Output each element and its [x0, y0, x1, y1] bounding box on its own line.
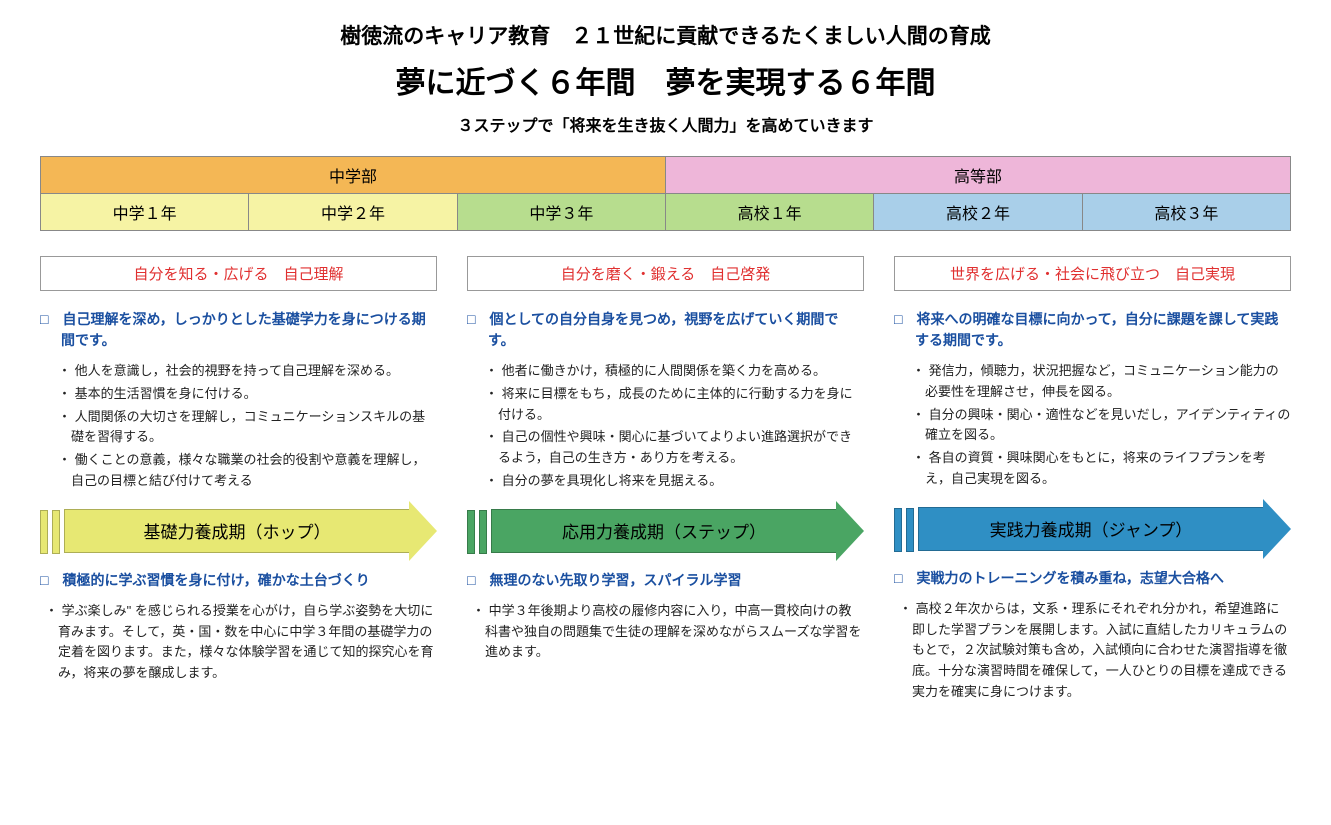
arrow-body: 基礎力養成期（ホップ）: [64, 509, 409, 553]
arrow-head-icon: [1263, 499, 1291, 559]
bullet-item: 他者に働きかけ，積極的に人間関係を築く力を高める。: [485, 361, 864, 382]
year-row: 中学１年 中学２年 中学３年 高校１年 高校２年 高校３年: [41, 194, 1291, 231]
bullet-item: 将来に目標をもち，成長のために主体的に行動する力を身に付ける。: [485, 384, 864, 426]
column-2: 自分を磨く・鍛える 自己啓発個としての自分自身を見つめ，視野を広げていく期間です…: [467, 256, 864, 703]
bullet-item: 各自の資質・興味関心をもとに，将来のライフプランを考え，自己実現を図る。: [912, 448, 1291, 490]
year-cell: 中学１年: [41, 194, 249, 231]
bullet-list: 他者に働きかけ，積極的に人間関係を築く力を高める。将来に目標をもち，成長のために…: [467, 361, 864, 492]
arrow-label: 基礎力養成期（ホップ）: [144, 518, 331, 543]
intro-title: 個としての自分自身を見つめ，視野を広げていく期間です。: [467, 309, 864, 351]
stage-box: 自分を知る・広げる 自己理解: [40, 256, 437, 291]
arrow-tail: [467, 510, 491, 552]
year-cell: 高校１年: [665, 194, 873, 231]
phase-arrow: 応用力養成期（ステップ）: [467, 510, 864, 552]
bullet-item: 人間関係の大切さを理解し，コミュニケーションスキルの基礎を習得する。: [58, 407, 437, 449]
column-3: 世界を広げる・社会に飛び立つ 自己実現将来への明確な目標に向かって，自分に課題を…: [894, 256, 1291, 703]
stage-box: 自分を磨く・鍛える 自己啓発: [467, 256, 864, 291]
sub-body: 高校２年次からは，文系・理系にそれぞれ分かれ，希望進路に即した学習プランを展開し…: [894, 599, 1291, 703]
header: 樹徳流のキャリア教育 ２１世紀に貢献できるたくましい人間の育成 夢に近づく６年間…: [40, 20, 1291, 136]
arrow-tail: [894, 508, 918, 550]
columns: 自分を知る・広げる 自己理解自己理解を深め，しっかりとした基礎学力を身につける期…: [40, 256, 1291, 703]
division-senior: 高等部: [665, 157, 1290, 194]
phase-arrow: 基礎力養成期（ホップ）: [40, 510, 437, 552]
arrow-body: 応用力養成期（ステップ）: [491, 509, 836, 553]
division-junior: 中学部: [41, 157, 666, 194]
sub-title: 実戦力のトレーニングを積み重ね，志望大合格へ: [894, 568, 1291, 589]
schedule-table: 中学部 高等部 中学１年 中学２年 中学３年 高校１年 高校２年 高校３年: [40, 156, 1291, 231]
title-line-3: ３ステップで「将来を生き抜く人間力」を高めていきます: [40, 112, 1291, 136]
column-1: 自分を知る・広げる 自己理解自己理解を深め，しっかりとした基礎学力を身につける期…: [40, 256, 437, 703]
intro-title: 自己理解を深め，しっかりとした基礎学力を身につける期間です。: [40, 309, 437, 351]
arrow-tail: [40, 510, 64, 552]
title-line-1: 樹徳流のキャリア教育 ２１世紀に貢献できるたくましい人間の育成: [40, 20, 1291, 50]
arrow-head-icon: [836, 501, 864, 561]
bullet-item: 自分の夢を具現化し将来を見据える。: [485, 471, 864, 492]
arrow-head-icon: [409, 501, 437, 561]
year-cell: 高校２年: [874, 194, 1082, 231]
bullet-item: 他人を意識し，社会的視野を持って自己理解を深める。: [58, 361, 437, 382]
stage-box: 世界を広げる・社会に飛び立つ 自己実現: [894, 256, 1291, 291]
bullet-item: 働くことの意義，様々な職業の社会的役割や意義を理解し，自己の目標と結び付けて考え…: [58, 450, 437, 492]
arrow-body: 実践力養成期（ジャンプ）: [918, 507, 1263, 551]
bullet-item: 自己の個性や興味・関心に基づいてよりよい進路選択ができるよう，自己の生き方・あり…: [485, 427, 864, 469]
arrow-label: 応用力養成期（ステップ）: [562, 518, 766, 543]
year-cell: 中学２年: [249, 194, 457, 231]
year-cell: 高校３年: [1082, 194, 1290, 231]
phase-arrow: 実践力養成期（ジャンプ）: [894, 508, 1291, 550]
bullet-item: 自分の興味・関心・適性などを見いだし，アイデンティティの確立を図る。: [912, 405, 1291, 447]
sub-body: 学ぶ楽しみ" を感じられる授業を心がけ，自ら学ぶ姿勢を大切に育みます。そして，英…: [40, 601, 437, 684]
bullet-item: 基本的生活習慣を身に付ける。: [58, 384, 437, 405]
year-cell: 中学３年: [457, 194, 665, 231]
title-line-2: 夢に近づく６年間 夢を実現する６年間: [40, 58, 1291, 102]
arrow-label: 実践力養成期（ジャンプ）: [990, 516, 1193, 541]
division-row: 中学部 高等部: [41, 157, 1291, 194]
sub-body: 中学３年後期より高校の履修内容に入り，中高一貫校向けの教科書や独自の問題集で生徒…: [467, 601, 864, 663]
bullet-list: 他人を意識し，社会的視野を持って自己理解を深める。基本的生活習慣を身に付ける。人…: [40, 361, 437, 492]
bullet-list: 発信力，傾聴力，状況把握など，コミュニケーション能力の必要性を理解させ，伸長を図…: [894, 361, 1291, 490]
intro-title: 将来への明確な目標に向かって，自分に課題を課して実践する期間です。: [894, 309, 1291, 351]
bullet-item: 発信力，傾聴力，状況把握など，コミュニケーション能力の必要性を理解させ，伸長を図…: [912, 361, 1291, 403]
sub-title: 積極的に学ぶ習慣を身に付け，確かな土台づくり: [40, 570, 437, 591]
sub-title: 無理のない先取り学習，スパイラル学習: [467, 570, 864, 591]
